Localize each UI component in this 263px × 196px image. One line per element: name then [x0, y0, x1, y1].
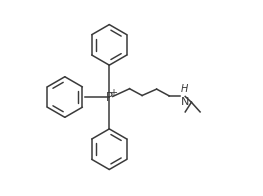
- Text: +: +: [109, 88, 118, 98]
- Text: H: H: [180, 84, 188, 94]
- Text: P: P: [106, 91, 113, 103]
- Text: N: N: [180, 97, 189, 107]
